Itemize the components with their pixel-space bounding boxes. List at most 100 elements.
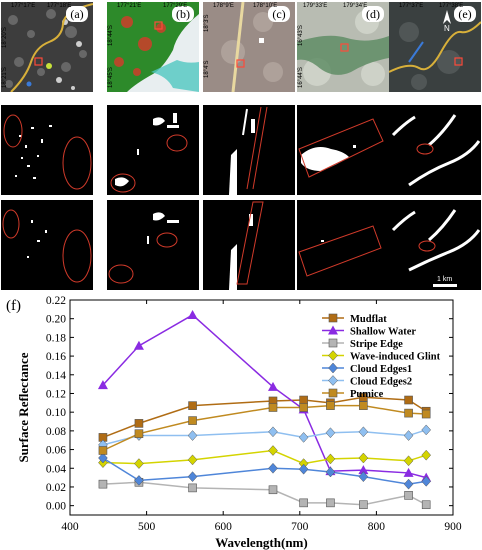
data-point-wave-induced-glint [187, 454, 198, 466]
legend-marker-cloud-edges1 [328, 362, 338, 374]
panel-e-mask-1 [389, 105, 481, 195]
panel-d-mask-2 [297, 200, 389, 290]
reflectance-chart: 400 500 600 700 800 900 0.00 0.02 0.04 0.06 0.08 0.… [16, 295, 462, 550]
data-point-mudflat [188, 401, 197, 410]
data-point-stripe-edge [98, 479, 108, 489]
panel-d-label: (d) [362, 6, 384, 22]
x-tick-label: 700 [291, 521, 309, 533]
scale-bar [433, 284, 457, 287]
data-point-pumice [359, 401, 368, 410]
data-point-cloud-edges2 [187, 430, 198, 441]
y-tick-label: 0.02 [46, 482, 66, 494]
data-point-wave-induced-glint [134, 458, 144, 469]
panel-a-left-coord-1: 18°20'S [2, 27, 8, 48]
series-stripe-edge [98, 477, 431, 510]
data-point-mudflat [134, 419, 144, 428]
data-point-cloud-edges1 [298, 463, 309, 475]
panel-b-mask-2 [107, 200, 199, 290]
x-tick-label: 600 [215, 521, 233, 533]
panel-d-left-coord-1: 16°43'S [298, 25, 304, 46]
x-tick-label: 500 [138, 521, 156, 533]
panel-d-image: (d) 179°33'E 179°34'E 16°43'S 16°44'S [297, 2, 389, 92]
x-axis-title: Wavelength(nm) [215, 535, 307, 550]
data-point-cloud-edges1 [98, 452, 108, 464]
series-line-pumice [102, 404, 427, 452]
x-tick-label: 800 [368, 521, 386, 533]
y-tick-label: 0.06 [46, 445, 66, 457]
y-tick-label: 0.18 [46, 332, 66, 344]
series-mudflat [98, 392, 431, 442]
panel-a-top-coord-1: 177°17'E [11, 3, 36, 9]
panel-b-left-coord-1: 18°44'S [108, 25, 114, 46]
data-point-wave-induced-glint [325, 453, 336, 465]
north-arrow-icon [443, 10, 451, 24]
panel-a-mask-2-svg [2, 209, 92, 283]
legend-label-wave-induced-glint: Wave-induced Glint [350, 352, 441, 363]
plot-frame [69, 299, 454, 516]
data-point-cloud-edges1 [325, 466, 336, 478]
data-point-shallow-water [358, 465, 369, 475]
y-axis-title: Surface Reflectance [16, 352, 31, 462]
panel-e-mask-2-svg [391, 209, 481, 287]
legend-marker-wave-induced-glint [328, 350, 338, 361]
data-point-stripe-edge [326, 498, 335, 508]
panel-c-mask-2-svg [229, 201, 264, 290]
panel-b-top-coord-1: 177°21'E [117, 3, 142, 9]
panel-d-top-coord-2: 179°34'E [343, 3, 368, 9]
legend-marker-stripe-edge [328, 338, 338, 348]
data-point-shallow-water [133, 340, 144, 350]
legend-marker-mudflat [328, 313, 338, 323]
panel-d-mask-2-svg [298, 225, 382, 277]
data-point-cloud-edges2 [325, 427, 336, 439]
panel-b-scene [107, 2, 199, 92]
scale-bar-label: 1 km [437, 276, 453, 283]
panel-b-mask-1 [107, 105, 199, 195]
data-point-pumice [134, 429, 144, 438]
data-point-stripe-edge [188, 483, 197, 493]
data-point-wave-induced-glint [358, 452, 369, 464]
panel-e-mask-1-svg [391, 114, 481, 187]
legend-label-cloud-edges1: Cloud Edges1 [350, 364, 412, 375]
panel-a-left-coord-2: 18°21'S [2, 67, 8, 88]
panel-d-mask-1 [297, 105, 389, 195]
data-point-pumice [299, 403, 308, 412]
data-point-cloud-edges1 [268, 462, 278, 474]
data-point-cloud-edges1 [421, 475, 432, 487]
y-tick-label: 0.12 [46, 388, 66, 400]
data-point-pumice [404, 408, 413, 418]
panel-c-mask-1 [203, 105, 295, 195]
data-point-stripe-edge [299, 498, 308, 508]
panel-e-top-coord-1: 177°37'E [399, 3, 424, 9]
image-grid: (a) 177°17'E 177°18'E 18°20'S 18°21'S (b… [1, 2, 481, 290]
data-point-cloud-edges2 [421, 424, 432, 436]
data-point-mudflat [299, 395, 308, 405]
y-tick-label: 0.08 [46, 426, 66, 438]
data-point-wave-induced-glint [403, 455, 414, 467]
legend-marker-pumice [328, 388, 338, 398]
legend-label-mudflat: Mudflat [350, 314, 387, 325]
panel-c-top-coord-2: 178°10'E [253, 3, 278, 9]
panel-e-label: (e) [454, 6, 476, 22]
panel-e-image: (e) 177°37'E 177°38'E N [389, 2, 481, 92]
panel-c-label: (c) [268, 6, 290, 22]
data-point-pumice [188, 416, 197, 425]
data-point-stripe-edge [404, 491, 413, 500]
data-point-stripe-edge [421, 500, 431, 510]
panel-a-mask-1-svg [3, 114, 92, 190]
series-wave-induced-glint [98, 445, 432, 469]
chart-panel-label: (f) [6, 298, 21, 314]
panel-c-mask-2 [203, 200, 295, 290]
panel-c-top-coord-1: 178°9'E [213, 3, 234, 9]
data-point-pumice [268, 403, 278, 412]
data-point-cloud-edges2 [268, 426, 278, 438]
series-cloud-edges1 [98, 452, 432, 490]
data-point-shallow-water [403, 467, 414, 477]
data-point-pumice [421, 409, 431, 419]
data-point-cloud-edges1 [187, 471, 198, 483]
series-line-cloud-edges2 [102, 429, 427, 446]
panel-c-image: (c) 178°9'E 178°10'E 18°3'S 18°4'S [203, 2, 295, 92]
legend-label-shallow-water: Shallow Water [350, 327, 416, 338]
panel-c-left-coord-2: 18°4'S [204, 60, 210, 78]
legend-label-pumice: Pumice [350, 389, 384, 400]
data-point-cloud-edges1 [403, 478, 414, 490]
